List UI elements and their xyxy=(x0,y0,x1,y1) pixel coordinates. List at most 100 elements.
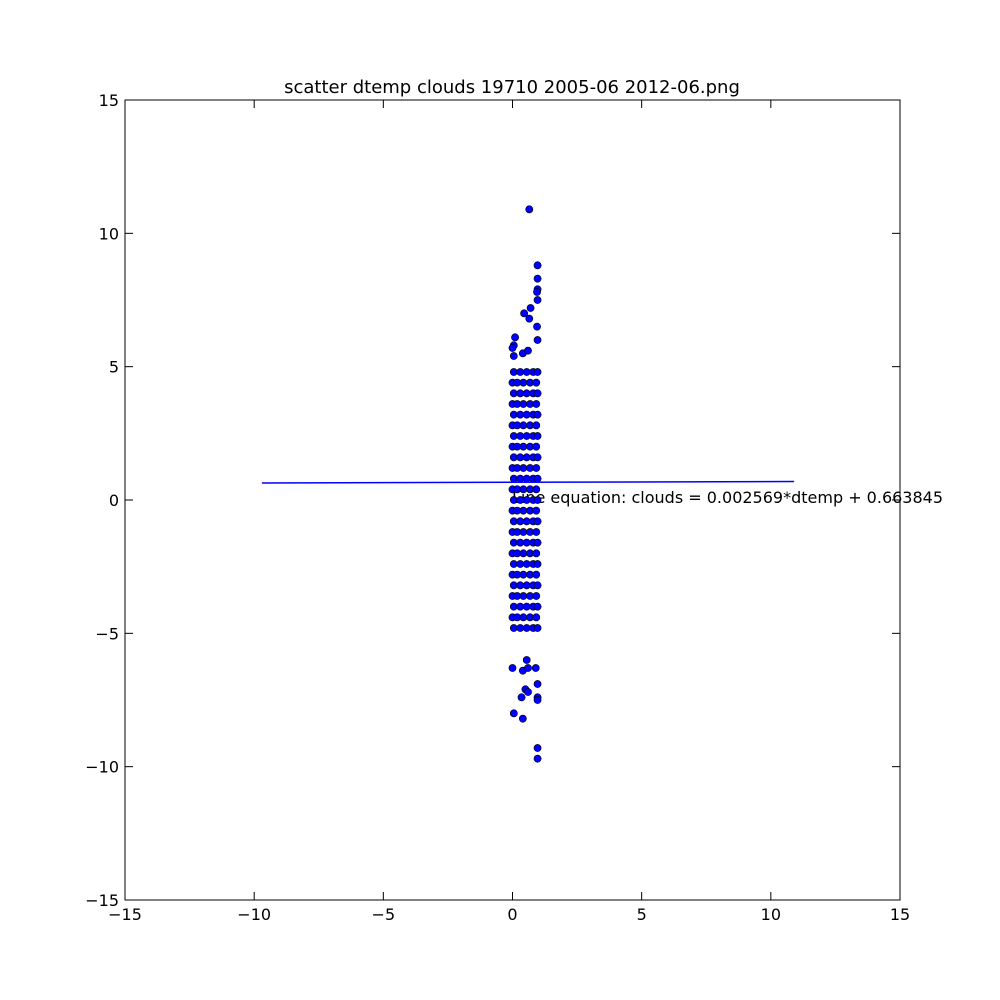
scatter-point xyxy=(532,592,541,600)
annotation: Line equation: clouds = 0.002569*dtemp +… xyxy=(512,488,943,507)
scatter-point xyxy=(509,538,518,547)
scatter-point xyxy=(520,309,529,318)
y-tick-label: −15 xyxy=(85,891,119,910)
scatter-point xyxy=(516,410,525,419)
scatter-point xyxy=(509,453,518,462)
scatter-point xyxy=(533,538,542,547)
scatter-point xyxy=(516,517,525,526)
scatter-point xyxy=(533,274,542,283)
scatter-point xyxy=(508,664,517,672)
scatter-point xyxy=(522,474,531,483)
scatter-point xyxy=(519,613,528,622)
x-tick-label: 0 xyxy=(507,905,517,924)
scatter-point xyxy=(525,314,534,323)
scatter-point xyxy=(525,205,534,214)
scatter-point xyxy=(533,474,542,483)
scatter-point xyxy=(509,432,518,440)
scatter-point xyxy=(516,432,525,440)
scatter-point xyxy=(509,517,518,526)
y-tick-label: −5 xyxy=(95,624,119,643)
scatter-point xyxy=(519,485,528,494)
scatter-point xyxy=(532,549,541,558)
y-tick-label: −10 xyxy=(85,758,119,777)
scatter-point xyxy=(522,496,531,504)
scatter-point xyxy=(519,400,528,408)
scatter-point xyxy=(533,581,542,590)
scatter-point xyxy=(516,560,525,568)
scatter-point xyxy=(533,602,542,611)
x-tick-label: 5 xyxy=(637,905,647,924)
x-tick-label: 10 xyxy=(761,905,781,924)
scatter-point xyxy=(532,464,541,472)
scatter-point xyxy=(509,709,518,718)
scatter-point xyxy=(533,624,542,632)
scatter-point xyxy=(522,538,531,547)
scatter-point xyxy=(533,754,542,763)
scatter-point xyxy=(522,624,531,632)
scatter-point xyxy=(519,506,528,515)
scatter-point xyxy=(526,304,535,312)
scatter-point xyxy=(532,400,541,408)
scatter-point xyxy=(509,602,518,611)
scatter-point xyxy=(533,432,542,440)
scatter-point xyxy=(522,368,531,376)
scatter-point xyxy=(516,453,525,462)
scatter-point xyxy=(522,517,531,526)
scatter-point xyxy=(516,496,525,504)
scatter-point xyxy=(532,613,541,622)
scatter-point xyxy=(516,602,525,611)
scatter-point xyxy=(533,389,542,398)
scatter-point xyxy=(509,410,518,419)
scatter-point xyxy=(533,288,541,296)
scatter-point xyxy=(533,453,542,462)
scatter-point xyxy=(519,421,528,430)
scatter-point xyxy=(516,581,525,590)
scatter-point xyxy=(518,714,527,723)
x-tick-label: 15 xyxy=(890,905,910,924)
scatter-point xyxy=(519,570,528,579)
scatter-point xyxy=(533,368,542,376)
scatter-point xyxy=(522,410,531,419)
scatter-point xyxy=(522,389,531,398)
scatter-point xyxy=(533,336,542,344)
y-tick-label: 0 xyxy=(109,491,119,510)
y-tick-label: 10 xyxy=(99,224,119,243)
scatter-point xyxy=(522,560,531,568)
scatter-point xyxy=(509,368,518,376)
scatter-point xyxy=(509,496,518,504)
scatter-point xyxy=(509,560,518,568)
scatter-point xyxy=(533,560,542,568)
scatter-point xyxy=(509,474,518,483)
scatter-point xyxy=(509,352,518,360)
y-tick-label: 15 xyxy=(99,91,119,110)
scatter-point xyxy=(519,592,528,600)
scatter-point xyxy=(532,570,541,579)
scatter-point xyxy=(508,344,517,352)
scatter-point xyxy=(533,296,542,304)
scatter-point xyxy=(519,378,528,387)
scatter-point xyxy=(511,333,519,342)
scatter-point xyxy=(531,664,540,672)
scatter-point xyxy=(533,496,542,504)
scatter-point xyxy=(517,693,526,702)
scatter-point xyxy=(533,680,542,688)
scatter-point xyxy=(533,696,542,704)
scatter-point xyxy=(519,549,528,558)
scatter-point xyxy=(532,421,541,430)
fit-line xyxy=(261,480,795,484)
scatter-point xyxy=(522,581,531,590)
scatter-point xyxy=(509,624,518,632)
scatter-point xyxy=(519,528,528,536)
plot-marks xyxy=(261,205,795,763)
x-tick-label: −15 xyxy=(108,905,142,924)
scatter-point xyxy=(532,378,541,387)
scatter-point xyxy=(522,453,531,462)
chart-title: scatter dtemp clouds 19710 2005-06 2012-… xyxy=(284,77,740,98)
scatter-point xyxy=(524,346,532,355)
scatter-point xyxy=(509,581,518,590)
scatter-point xyxy=(516,368,525,376)
scatter-point xyxy=(533,517,542,526)
scatter-point xyxy=(516,474,525,483)
scatter-point xyxy=(516,389,525,398)
